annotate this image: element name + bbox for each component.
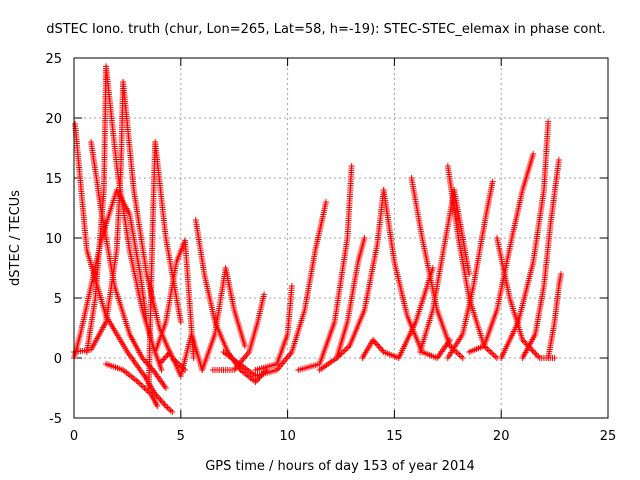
data-point xyxy=(162,385,169,391)
data-point xyxy=(241,343,248,349)
x-tick-label: 15 xyxy=(386,429,403,444)
y-tick-label: 15 xyxy=(45,172,62,187)
x-tick-label: 10 xyxy=(279,429,296,444)
data-arc xyxy=(120,79,189,373)
data-arc xyxy=(220,199,330,379)
data-arc xyxy=(209,291,268,373)
data-point xyxy=(288,283,295,289)
data-arc xyxy=(145,139,184,391)
data-arc xyxy=(545,271,565,361)
data-point xyxy=(530,151,537,157)
data-arc xyxy=(466,151,537,355)
data-point xyxy=(177,319,184,325)
data-point xyxy=(361,235,368,241)
x-axis-label: GPS time / hours of day 153 of year 2014 xyxy=(205,459,475,474)
data-arc xyxy=(519,157,562,361)
y-tick-label: 20 xyxy=(45,112,62,127)
data-point xyxy=(154,403,161,409)
data-point xyxy=(348,163,355,169)
x-tick-label: 0 xyxy=(70,429,78,444)
x-tick-label: 25 xyxy=(600,429,617,444)
data-point xyxy=(158,367,165,373)
x-tick-label: 5 xyxy=(177,429,185,444)
data-points xyxy=(71,63,565,415)
data-point xyxy=(169,409,176,415)
data-point xyxy=(459,355,466,361)
y-tick-label: 0 xyxy=(54,352,62,367)
data-point xyxy=(489,178,496,185)
data-arc xyxy=(252,283,295,373)
data-arc xyxy=(444,178,496,361)
data-arc xyxy=(199,265,248,373)
data-point xyxy=(555,157,562,163)
data-point xyxy=(545,118,552,125)
data-point xyxy=(551,355,558,361)
grid-lines xyxy=(74,58,608,418)
x-tick-label: 20 xyxy=(493,429,510,444)
data-arc xyxy=(408,175,466,361)
data-arc xyxy=(71,79,127,355)
y-tick-label: -5 xyxy=(49,412,62,427)
data-arc xyxy=(359,265,436,361)
y-tick-label: 10 xyxy=(45,232,62,247)
y-tick-label: 25 xyxy=(45,52,62,67)
tick-labels: 0 5 10 15 20 25 -5 0 5 10 15 20 25 xyxy=(45,52,616,444)
y-axis-label: dSTEC / TECUs xyxy=(8,190,23,286)
data-arc xyxy=(103,361,161,409)
plot-border xyxy=(73,57,609,419)
y-tick-label: 5 xyxy=(54,292,62,307)
data-arc xyxy=(417,187,473,355)
data-point xyxy=(558,271,565,277)
data-point xyxy=(323,199,330,205)
data-arc xyxy=(316,235,368,373)
chart-title: dSTEC Iono. truth (chur, Lon=265, Lat=58… xyxy=(46,22,606,37)
data-arc xyxy=(498,118,552,361)
data-point xyxy=(261,291,268,298)
data-arc xyxy=(295,163,355,373)
